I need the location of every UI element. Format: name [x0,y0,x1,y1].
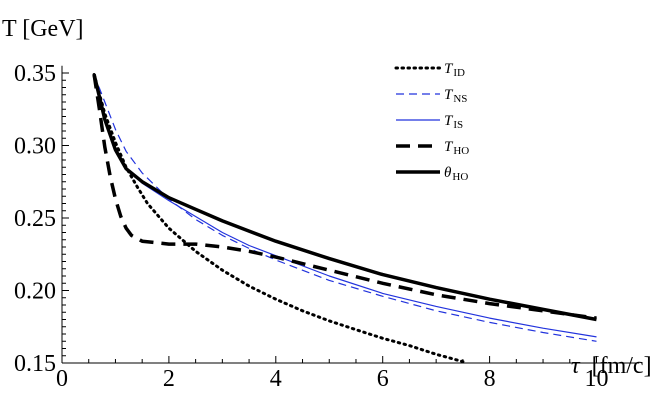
series-line-T_HO [92,74,597,320]
y-axis-label: T [GeV] [2,16,84,42]
legend-label-T_HO: THO [444,139,469,157]
y-tick-label: 0.25 [14,206,56,232]
x-tick-label: 10 [585,366,609,392]
legend-label-T_ID: TID [444,61,465,79]
legend-label-T_NS: TNS [444,87,467,105]
y-tick-label: 0.15 [14,351,56,377]
y-tick-label: 0.30 [14,134,56,160]
series-line-T_ID [92,73,465,364]
series-layer [92,73,597,364]
series-line-T_NS [93,74,597,342]
x-tick-label: 0 [56,366,68,392]
axes: 0 2 4 6 8 10 0.15 0.20 0.25 0.30 0.35 [14,61,640,392]
x-tick-label: 4 [270,366,282,392]
legend-label-T_IS: TIS [444,113,463,131]
x-tick-label: 2 [163,366,175,392]
y-tick-label: 0.35 [14,61,56,87]
legend: TID TNS TIS THO θHO [394,61,469,183]
y-tick-label: 0.20 [14,279,56,305]
x-axis-label: τ [fm/c] [571,353,652,379]
x-axis-unit: [fm/c] [592,353,652,379]
legend-label-θ_HO: θHO [444,165,468,183]
series-line-θ_HO [92,74,597,322]
x-tick-label: 8 [484,366,496,392]
x-tick-label: 6 [377,366,389,392]
x-axis-symbol: τ [571,353,581,379]
series-line-T_IS [93,74,597,338]
